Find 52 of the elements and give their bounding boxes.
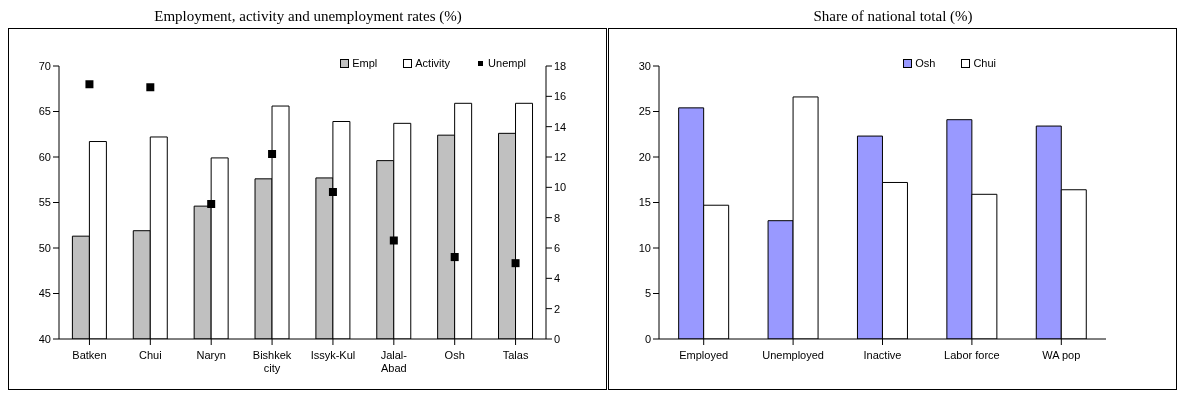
x-tick-label: Inactive bbox=[863, 349, 902, 361]
chart-title: Share of national total (%) bbox=[812, 8, 974, 26]
y2-tick-label: 8 bbox=[554, 211, 561, 224]
chart-title: Employment, activity and unemployment rates (%) bbox=[153, 8, 463, 26]
x-tick-label: Chui bbox=[139, 349, 162, 361]
x-tick-label: Issyk-Kul bbox=[310, 349, 356, 361]
legend-label: Osh bbox=[915, 57, 936, 69]
y-tick-label: 40 bbox=[38, 332, 51, 345]
y2-tick-label: 14 bbox=[554, 120, 567, 133]
y-tick-label: 25 bbox=[638, 105, 651, 118]
y2-tick-label: 6 bbox=[554, 241, 561, 254]
x-tick-label: Unemployed bbox=[762, 349, 824, 361]
point bbox=[85, 80, 94, 89]
legend-label: Unempl bbox=[488, 57, 526, 69]
y2-tick-label: 4 bbox=[554, 272, 561, 285]
x-tick-label: Jalal-Abad bbox=[380, 349, 408, 374]
y2-tick-label: 12 bbox=[554, 150, 567, 163]
x-tick-label: Talas bbox=[502, 349, 529, 361]
y-tick-label: 70 bbox=[38, 59, 51, 72]
y2-tick-label: 10 bbox=[554, 181, 567, 194]
point bbox=[450, 253, 459, 262]
y2-tick-label: 18 bbox=[554, 59, 567, 72]
x-tick-label: Naryn bbox=[196, 349, 226, 361]
y2-tick-label: 16 bbox=[554, 90, 567, 103]
y2-tick-label: 0 bbox=[554, 332, 561, 345]
y-tick-label: 20 bbox=[638, 150, 651, 163]
y-tick-label: 60 bbox=[38, 150, 51, 163]
x-tick-label: Employed bbox=[679, 349, 729, 361]
legend-label: Activity bbox=[415, 57, 451, 69]
point bbox=[146, 83, 155, 92]
y2-tick-label: 2 bbox=[554, 302, 561, 315]
x-tick-label: Labor force bbox=[944, 349, 1000, 361]
y-tick-label: 50 bbox=[38, 241, 51, 254]
legend-label: Empl bbox=[352, 57, 378, 69]
point bbox=[389, 236, 398, 245]
x-tick-label: Batken bbox=[72, 349, 107, 361]
point bbox=[268, 149, 277, 158]
x-tick-label: WA pop bbox=[1042, 349, 1081, 361]
y-tick-label: 15 bbox=[638, 196, 651, 209]
y-tick-label: 45 bbox=[38, 287, 51, 300]
x-tick-label: Osh bbox=[444, 349, 465, 361]
point bbox=[207, 200, 216, 209]
y-tick-label: 55 bbox=[38, 196, 51, 209]
point bbox=[328, 187, 337, 196]
y-tick-label: 30 bbox=[638, 59, 651, 72]
y-tick-label: 10 bbox=[638, 241, 651, 254]
y-tick-label: 0 bbox=[644, 332, 651, 345]
x-tick-label: Bishkek city bbox=[252, 349, 292, 374]
y-tick-label: 65 bbox=[38, 105, 51, 118]
legend-label: Chui bbox=[973, 57, 996, 69]
point bbox=[511, 259, 520, 268]
y-tick-label: 5 bbox=[644, 287, 651, 300]
